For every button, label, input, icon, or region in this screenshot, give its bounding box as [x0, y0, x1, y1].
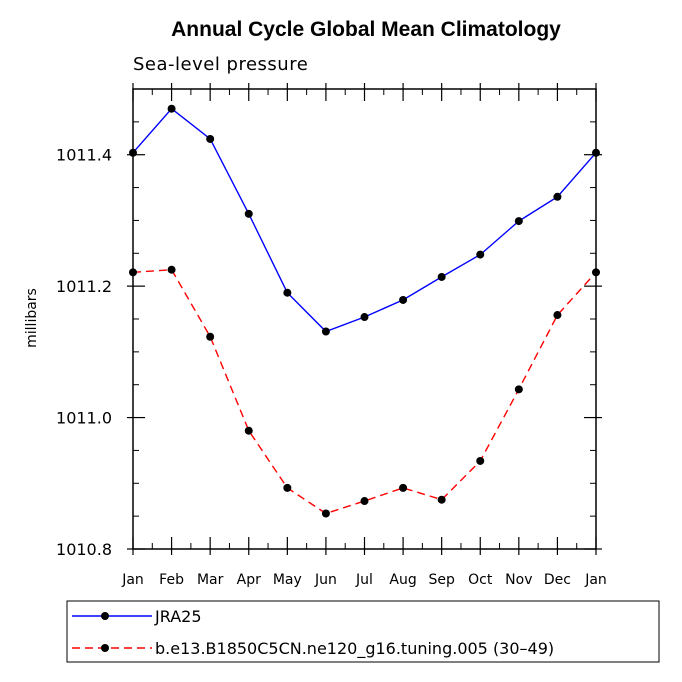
data-point-series-2: [476, 456, 485, 465]
series-line-2: [132, 268, 597, 515]
x-tick-label: May: [273, 572, 302, 588]
data-point-series-2: [283, 483, 292, 492]
x-tick-label: Sep: [428, 572, 455, 588]
y-axis-label: millibars: [24, 288, 40, 348]
data-point-series-2: [592, 268, 600, 277]
chart-subtitle: Sea-level pressure: [133, 54, 308, 75]
data-point-series-2: [129, 268, 137, 277]
series-layer: [129, 104, 600, 518]
chart-title: Annual Cycle Global Mean Climatology: [171, 18, 561, 41]
data-point-series-1: [244, 209, 253, 218]
legend-marker-1: [101, 612, 109, 620]
y-tick-label: 1011.4: [56, 146, 112, 165]
x-tick-label: Apr: [237, 572, 261, 588]
legend: JRA25 b.e13.B1850C5CN.ne120_g16.tuning.00…: [66, 600, 660, 663]
x-tick-label: Jul: [355, 572, 373, 588]
data-point-series-2: [244, 426, 253, 435]
data-point-series-2: [167, 265, 176, 274]
y-tick-label: 1011.2: [56, 277, 112, 296]
data-point-series-1: [321, 327, 330, 336]
ticks-layer: Jan Feb Mar Apr May Jun Jul Aug Sep Oct Nov Dec Jan 1…: [56, 83, 607, 588]
data-point-series-1: [514, 217, 523, 226]
data-point-series-2: [399, 483, 408, 492]
x-tick-label: Jan: [584, 572, 607, 588]
series-line-1: [132, 107, 597, 333]
data-point-series-1: [167, 104, 176, 113]
y-tick-label: 1011.0: [56, 409, 112, 428]
data-point-series-2: [321, 509, 330, 518]
data-point-series-1: [129, 148, 137, 157]
data-point-series-1: [437, 272, 446, 281]
legend-label-2: b.e13.B1850C5CN.ne120_g16.tuning.005 (30…: [155, 639, 554, 659]
legend-frame: [66, 600, 660, 663]
x-tick-label: Dec: [544, 572, 571, 588]
data-point-series-1: [360, 313, 369, 322]
data-point-series-1: [206, 134, 215, 143]
legend-label-1: JRA25: [154, 607, 202, 626]
y-tick-label: 1010.8: [56, 540, 112, 559]
data-point-series-1: [283, 288, 292, 297]
legend-marker-2: [101, 644, 109, 652]
data-point-series-1: [592, 148, 600, 157]
x-tick-label: Aug: [389, 572, 416, 588]
data-point-series-2: [553, 311, 562, 320]
data-point-series-1: [399, 295, 408, 304]
x-tick-label: Nov: [505, 572, 532, 588]
x-tick-label: Mar: [197, 572, 224, 588]
data-point-series-2: [206, 332, 215, 341]
x-tick-label: Jan: [121, 572, 144, 588]
data-point-series-1: [553, 192, 562, 201]
x-tick-label: Oct: [468, 572, 493, 588]
x-tick-label: Feb: [159, 572, 184, 588]
data-point-series-2: [514, 385, 523, 394]
data-point-series-2: [360, 497, 369, 506]
x-tick-label: Jun: [314, 572, 337, 588]
data-point-series-2: [437, 495, 446, 504]
data-point-series-1: [476, 250, 485, 259]
